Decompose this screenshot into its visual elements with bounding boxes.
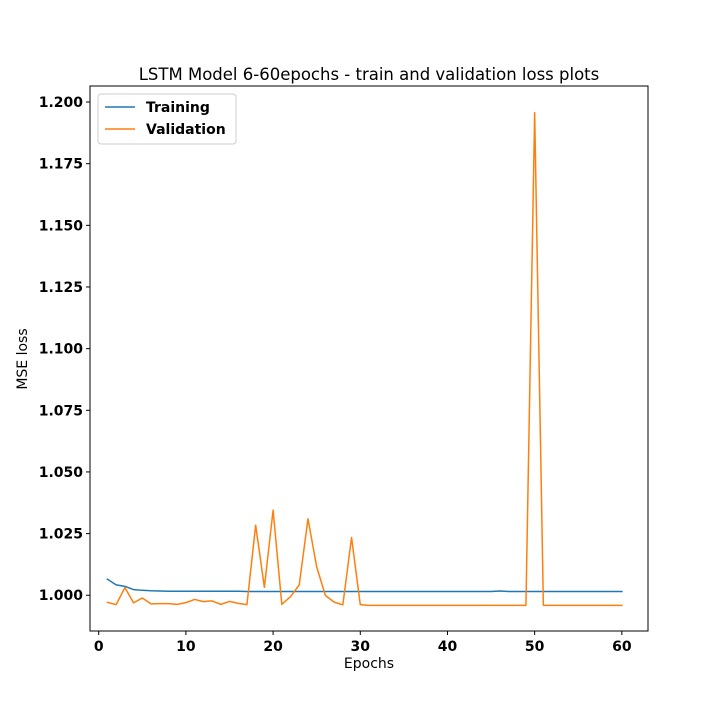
axes-frame <box>89 85 649 632</box>
legend: Training Validation <box>97 93 237 145</box>
x-tick-label: 40 <box>438 639 458 655</box>
chart-title: LSTM Model 6-60epochs - train and valida… <box>139 65 600 84</box>
y-tick-label: 1.200 <box>39 95 84 111</box>
y-tick-label: 1.125 <box>39 280 83 296</box>
y-tick-label: 1.100 <box>39 342 84 358</box>
y-axis-label: MSE loss <box>15 328 31 389</box>
series-line-training <box>106 578 623 593</box>
x-axis-label: Epochs <box>344 656 394 672</box>
x-tick-label: 30 <box>351 639 371 655</box>
y-tick-label: 1.025 <box>39 527 83 543</box>
x-tick-label: 10 <box>176 639 196 655</box>
x-tick-label: 0 <box>94 639 104 655</box>
x-tick-label: 50 <box>525 639 545 655</box>
y-tick-label: 1.075 <box>39 403 83 419</box>
y-tick-label: 1.150 <box>39 218 84 234</box>
y-tick-label: 1.000 <box>39 588 84 604</box>
legend-label-training: Training <box>146 100 210 116</box>
series-line-validation <box>106 111 623 607</box>
y-tick-label: 1.050 <box>39 465 84 481</box>
y-tick-label: 1.175 <box>39 157 83 173</box>
x-tick-label: 20 <box>263 639 283 655</box>
legend-label-validation: Validation <box>146 122 226 138</box>
plot-area: 1.000 1.025 1.050 1.075 1.100 1.125 1.150 1.175… <box>39 95 632 655</box>
x-tick-label: 60 <box>612 639 632 655</box>
